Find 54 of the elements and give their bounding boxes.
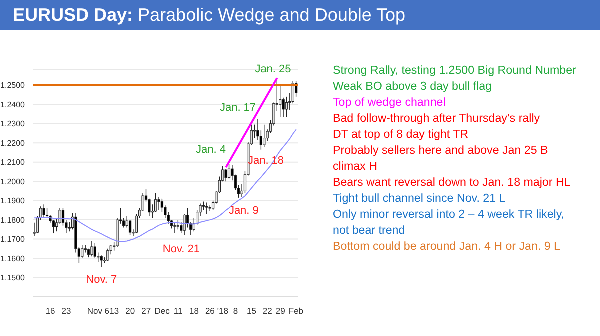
annotation: Nov. 21 <box>162 243 200 256</box>
y-tick-label: 1.2100 <box>0 158 26 168</box>
x-tick-label: 18 <box>190 306 200 316</box>
x-tick-label: 23 <box>62 306 72 316</box>
candlestick <box>224 168 228 182</box>
text: Bad follow-through after Thursday’s rally <box>333 111 542 127</box>
text: Bottom could be around Jan. 4 H or Jan. 9 L <box>333 239 562 255</box>
text: Probably sellers here and above Jan 25 B climax H <box>333 143 550 175</box>
text: Bears want reversal down to Jan. 18 major HL <box>333 175 572 191</box>
x-tick-label: Nov 6 <box>87 306 110 316</box>
y-tick-label: 1.1700 <box>0 235 26 244</box>
candlestick <box>100 255 103 268</box>
text: Only minor reversal into 2 – 4 week TR likely, not bear trend <box>333 207 566 239</box>
annotation: Jan. 9 <box>228 204 259 217</box>
candlestick <box>228 164 231 180</box>
annotation: Nov. 7 <box>86 274 118 286</box>
candlestick <box>42 204 46 218</box>
y-tick-label: 1.1800 <box>0 216 26 225</box>
x-tick-label: 22 <box>262 306 273 316</box>
y-tick-label: 1.2500 <box>0 81 26 90</box>
x-tick-label: 13 <box>110 306 120 316</box>
x-tick-label: 27 <box>142 306 152 316</box>
x-tick-label: '18 <box>217 306 229 316</box>
y-tick-label: 1.1900 <box>0 196 26 206</box>
text: Strong Rally, testing 1.2500 Big Round Number <box>333 63 578 79</box>
x-tick-label: 8 <box>233 306 238 316</box>
x-tick-label: 20 <box>126 306 136 316</box>
x-tick-label: 11 <box>174 306 183 316</box>
candlestick <box>158 196 160 211</box>
text: Top of wedge channel <box>333 95 447 111</box>
y-tick-label: 1.1500 <box>0 274 26 283</box>
text: Weak BO above 3 day bull flag <box>333 79 493 95</box>
annotation: Jan. 17 <box>220 102 256 114</box>
x-tick-label: Feb <box>288 306 304 316</box>
text: Tight bull channel since Nov. 21 L <box>333 191 507 207</box>
x-tick-label: 26 <box>205 306 216 316</box>
x-tick-label: 29 <box>276 306 286 316</box>
x-tick-label: Dec <box>154 306 171 316</box>
chart-title: EURUSD Day: Parabolic Wedge and Double Top <box>13 5 406 25</box>
y-tick-label: 1.2400 <box>0 100 26 110</box>
candlestick <box>94 242 96 259</box>
line-series <box>34 129 297 242</box>
candlestick <box>206 202 208 215</box>
text: DT at top of 8 day tight TR <box>333 127 470 143</box>
candlestick <box>84 244 87 254</box>
y-tick-label: 1.2000 <box>0 177 26 186</box>
annotation: Jan. 25 <box>255 63 292 76</box>
y-tick-label: 1.2200 <box>0 138 26 148</box>
x-tick-label: 16 <box>46 306 56 316</box>
x-tick-label: 15 <box>246 306 257 316</box>
y-tick-label: 1.1600 <box>0 254 26 264</box>
annotation: Jan. 4 <box>196 144 226 156</box>
y-tick-label: 1.2300 <box>0 120 26 129</box>
candlestick <box>128 220 132 236</box>
